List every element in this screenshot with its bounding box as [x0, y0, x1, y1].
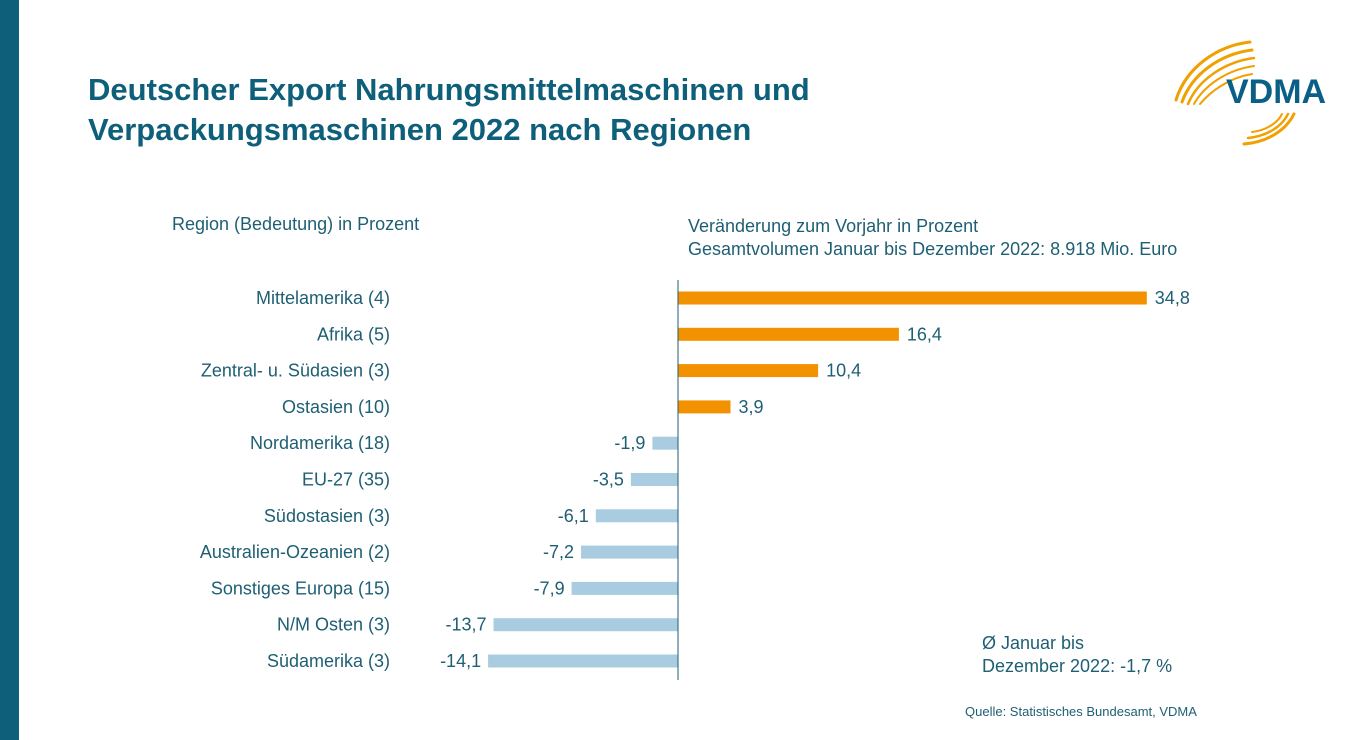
bar: [652, 436, 678, 450]
title-line-1: Deutscher Export Nahrungsmittelmaschinen…: [88, 72, 810, 107]
value-label: -7,2: [543, 542, 574, 562]
bar: [678, 400, 731, 414]
bar: [581, 545, 678, 559]
category-label: EU-27 (35): [302, 470, 390, 490]
right-header-line-2: Gesamtvolumen Januar bis Dezember 2022: …: [688, 239, 1178, 259]
vdma-logo-swoosh-icon: [1174, 40, 1296, 146]
value-label: -13,7: [445, 615, 486, 635]
bar: [678, 364, 819, 378]
bar: [678, 291, 1147, 305]
value-label: 10,4: [826, 361, 861, 381]
average-note: Ø Januar bis Dezember 2022: -1,7 %: [982, 632, 1172, 678]
right-header-line-1: Veränderung zum Vorjahr in Prozent: [688, 216, 979, 236]
value-label: -1,9: [614, 433, 645, 453]
source-note: Quelle: Statistisches Bundesamt, VDMA: [965, 704, 1197, 719]
bar: [488, 654, 678, 668]
category-label: Afrika (5): [317, 324, 390, 344]
category-label: Zentral- u. Südasien (3): [201, 361, 390, 381]
page-title: Deutscher Export Nahrungsmittelmaschinen…: [88, 70, 988, 150]
left-column-header: Region (Bedeutung) in Prozent: [172, 214, 420, 234]
average-line-1: Ø Januar bis: [982, 633, 1085, 653]
side-accent-bar: [0, 0, 19, 740]
value-label: -6,1: [558, 506, 589, 526]
category-label: Nordamerika (18): [250, 433, 390, 453]
value-label: 16,4: [907, 324, 942, 344]
bar: [678, 327, 899, 341]
value-label: 34,8: [1155, 288, 1190, 308]
value-label: -3,5: [593, 470, 624, 490]
category-label: Sonstiges Europa (15): [211, 578, 390, 598]
bar: [595, 509, 678, 523]
category-label: Südamerika (3): [267, 651, 390, 671]
category-label: Südostasien (3): [264, 506, 390, 526]
bar: [571, 581, 678, 595]
bar: [630, 473, 678, 486]
value-label: -14,1: [440, 651, 481, 671]
vdma-logo-text: VDMA: [1226, 73, 1327, 111]
title-line-2: Verpackungsmaschinen 2022 nach Regionen: [88, 112, 752, 147]
category-label: Ostasien (10): [282, 397, 390, 417]
bar: [493, 618, 678, 632]
category-label: Australien-Ozeanien (2): [200, 542, 390, 562]
average-line-2: Dezember 2022: -1,7 %: [982, 656, 1173, 676]
value-label: 3,9: [739, 397, 764, 417]
right-column-header: Veränderung zum Vorjahr in Prozent Gesam…: [688, 215, 1177, 261]
category-label: N/M Osten (3): [277, 615, 390, 635]
category-label: Mittelamerika (4): [256, 288, 390, 308]
value-label: -7,9: [534, 578, 565, 598]
